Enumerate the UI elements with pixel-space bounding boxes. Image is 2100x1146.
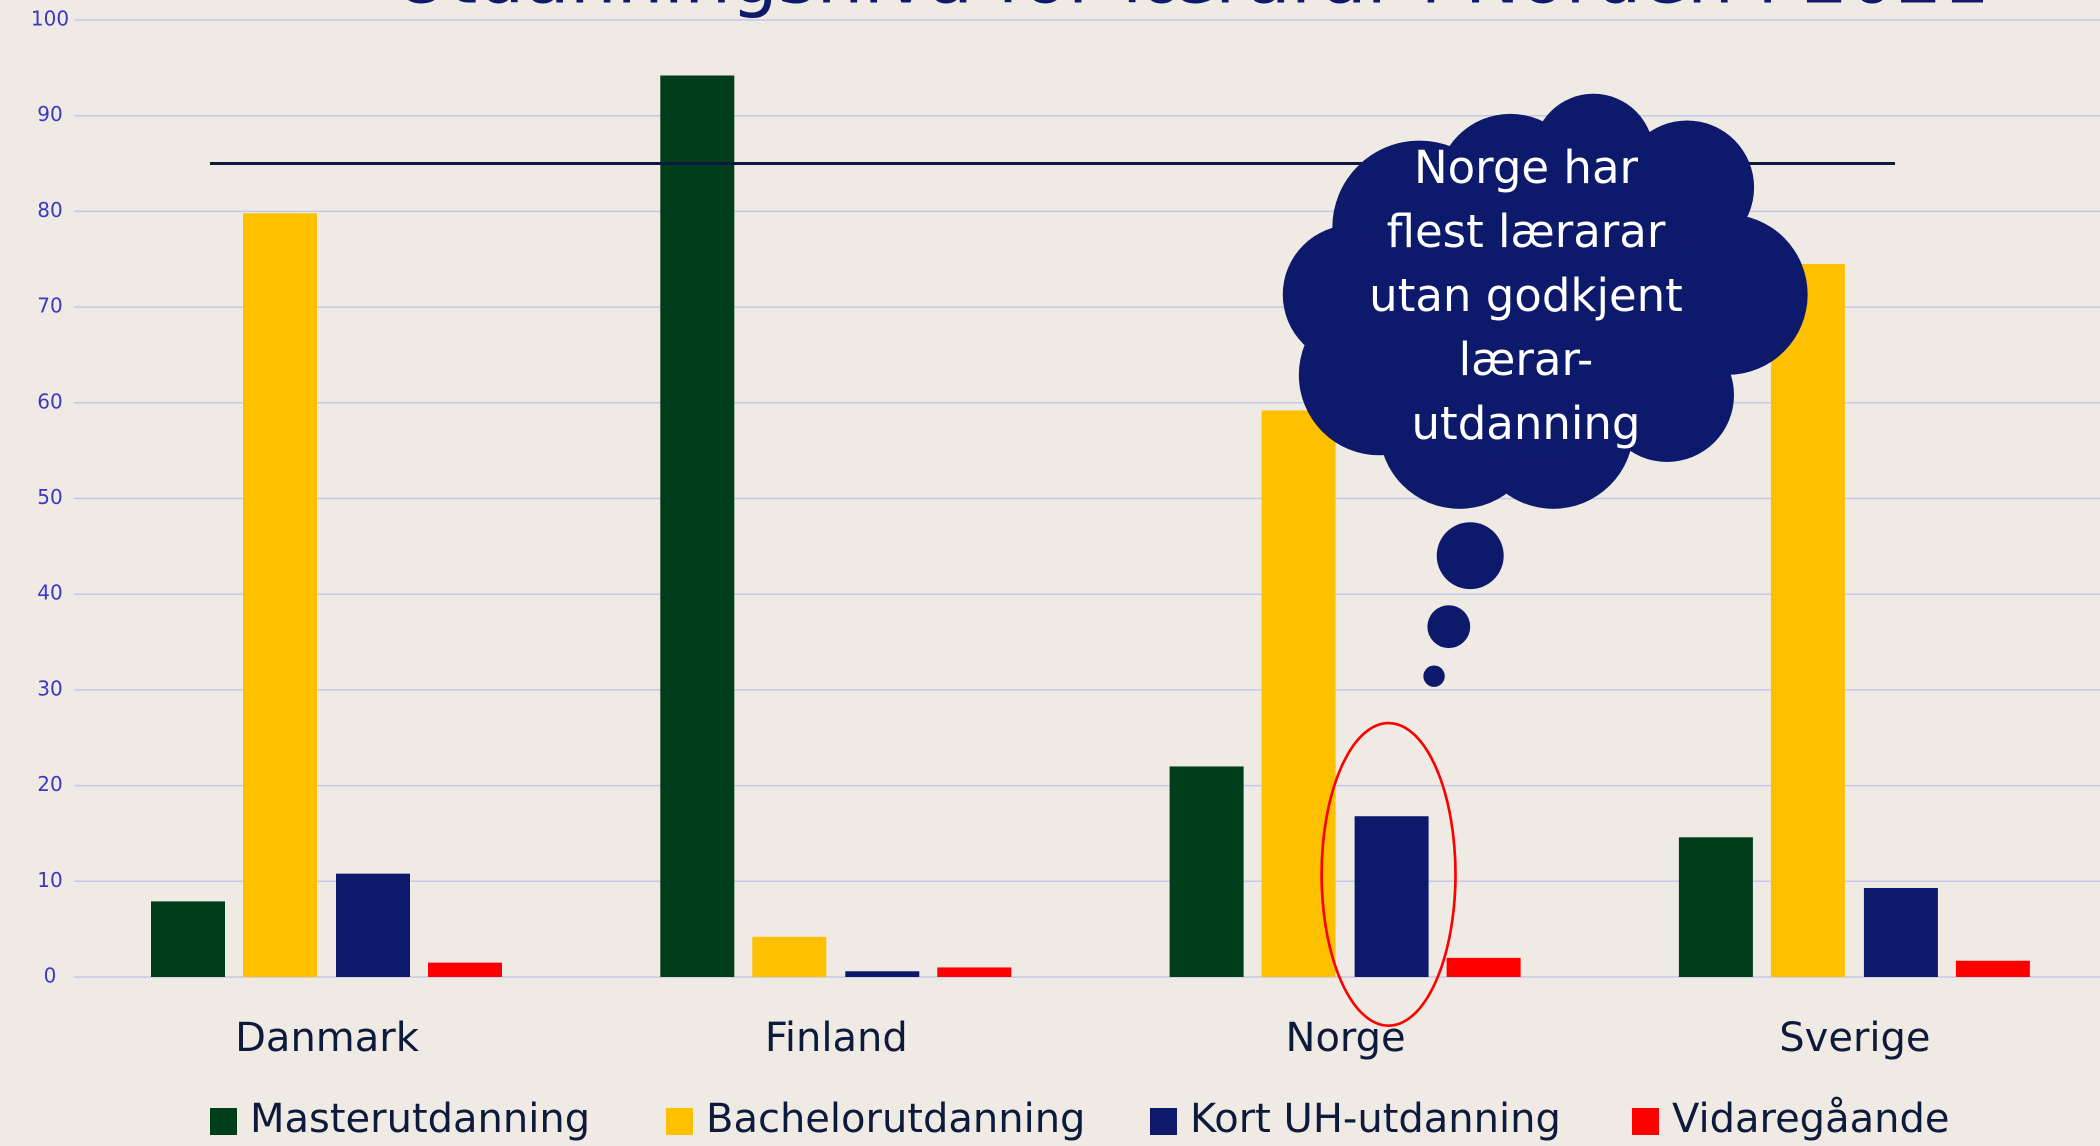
legend-label: Bachelorutdanning (706, 1096, 1085, 1142)
legend-swatch (210, 1108, 237, 1135)
legend-swatch (1150, 1108, 1177, 1135)
x-tick-label: Norge (1286, 1015, 1406, 1061)
y-tick-label: 100 (31, 7, 69, 31)
y-tick-label: 60 (37, 389, 62, 413)
bar (1170, 766, 1244, 977)
callout-line: flest lærarar (1387, 205, 1666, 258)
bar (1262, 410, 1336, 977)
callout-line: lærar- (1459, 333, 1594, 386)
bar (151, 901, 225, 977)
bar (752, 937, 826, 977)
y-tick-label: 90 (37, 102, 62, 126)
bar (660, 76, 734, 977)
bar (937, 967, 1011, 977)
callout-line: utan godkjent (1369, 269, 1683, 322)
legend-label: Vidaregåande (1672, 1096, 1949, 1142)
bar (336, 874, 410, 977)
legend-swatch (1632, 1108, 1659, 1135)
legend-label: Kort UH-utdanning (1190, 1096, 1561, 1142)
y-tick-label: 70 (37, 294, 62, 318)
bar (1679, 837, 1753, 977)
callout-line: utdanning (1412, 397, 1641, 450)
callout-line: Norge har (1414, 141, 1639, 194)
bar (1956, 961, 2030, 977)
y-tick-label: 20 (37, 772, 62, 796)
chart: 0 10 20 30 40 50 60 70 80 90 100 Danmark Finland Nor… (0, 0, 2100, 1146)
callout-text: Norge har flest lærarar utan godkjent lærar… (1369, 141, 1683, 450)
y-tick-label: 80 (37, 198, 62, 222)
x-tick-label: Danmark (235, 1015, 420, 1061)
y-tick-label: 40 (37, 581, 62, 605)
bar (1447, 958, 1521, 977)
y-tick-label: 50 (37, 485, 62, 509)
legend-swatch (666, 1108, 693, 1135)
bar (428, 963, 502, 977)
bar (1864, 888, 1938, 977)
bar (845, 971, 919, 977)
bar (243, 213, 317, 977)
chart-title: Utdanningsnivå for lærarar i Norden i 20… (394, 0, 1990, 21)
y-tick-label: 10 (37, 868, 62, 892)
bar (1771, 264, 1845, 977)
y-tick-label: 0 (44, 964, 57, 988)
bar (1355, 816, 1429, 977)
legend-label: Masterutdanning (250, 1096, 590, 1142)
x-tick-label: Sverige (1779, 1015, 1930, 1061)
y-tick-label: 30 (37, 676, 62, 700)
x-tick-label: Finland (765, 1015, 908, 1061)
